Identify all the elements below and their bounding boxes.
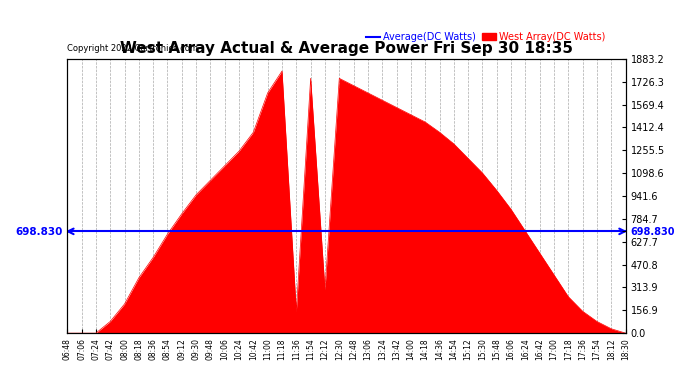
Title: West Array Actual & Average Power Fri Sep 30 18:35: West Array Actual & Average Power Fri Se… bbox=[120, 41, 573, 56]
Text: Copyright 2022 Cartronics.com: Copyright 2022 Cartronics.com bbox=[67, 45, 198, 54]
Legend: Average(DC Watts), West Array(DC Watts): Average(DC Watts), West Array(DC Watts) bbox=[362, 28, 609, 46]
